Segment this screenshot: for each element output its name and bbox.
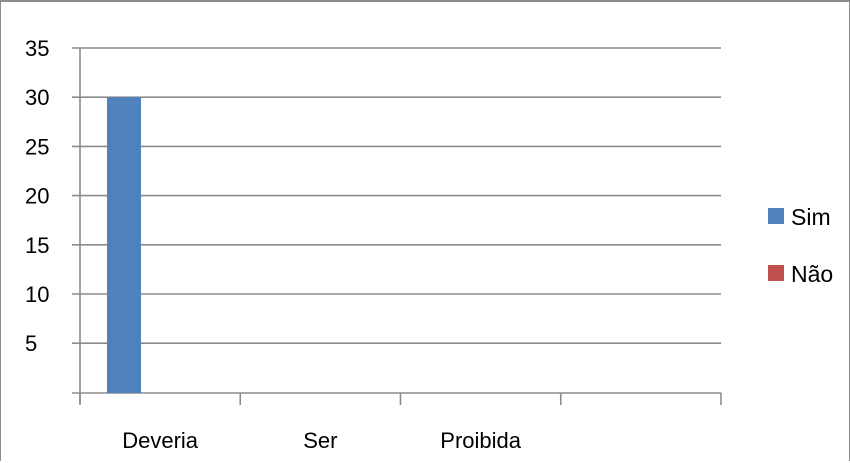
legend-swatch-não [768, 265, 784, 281]
x-tick-labels: Deveria Ser Proibida [122, 428, 522, 453]
x-tick-label: Proibida [440, 428, 521, 453]
x-tick-label: Ser [303, 428, 337, 453]
y-tick-label: 25 [25, 134, 49, 159]
gridlines [72, 47, 721, 345]
y-tick-label: 15 [25, 233, 49, 258]
legend-label: Sim [791, 204, 831, 230]
y-tick-label: 30 [25, 85, 49, 110]
legend-swatch-sim [768, 208, 784, 224]
y-tick-labels: 35 30 25 20 15 10 5 [25, 36, 49, 356]
bar-sim-0 [107, 97, 141, 393]
y-tick-label: 35 [25, 36, 49, 61]
legend-label: Não [791, 261, 833, 287]
axes [72, 48, 722, 405]
y-tick-label: 5 [25, 331, 37, 356]
legend: Sim Não [768, 204, 833, 287]
y-tick-label: 10 [25, 282, 49, 307]
x-tick-label: Deveria [122, 428, 199, 453]
y-tick-label: 20 [25, 184, 49, 209]
bars [107, 97, 141, 393]
